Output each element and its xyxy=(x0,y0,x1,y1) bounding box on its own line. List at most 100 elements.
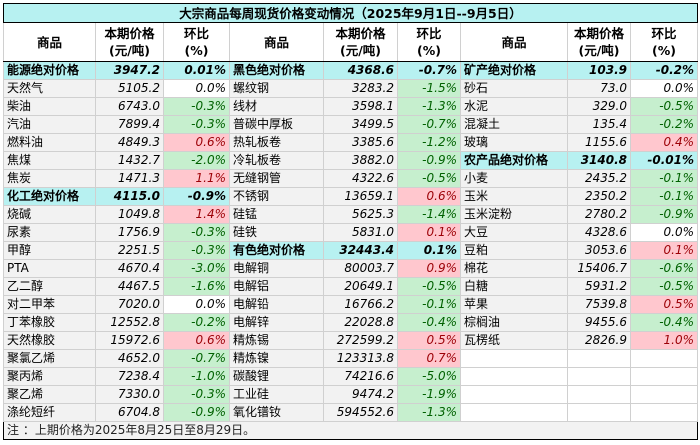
change-percent: -0.3% xyxy=(163,241,230,260)
change-percent: -0.5% xyxy=(397,277,461,296)
current-price: 15972.6 xyxy=(95,331,164,350)
current-price: 73.0 xyxy=(567,79,631,98)
change-percent: -0.3% xyxy=(163,97,230,116)
table-row: 对二甲苯 7020.0 0.0% 电解铅 16766.2 -0.1% 苹果 7539.8 0.5… xyxy=(3,295,699,314)
change-percent: -1.0% xyxy=(163,367,230,386)
change-percent: -0.2% xyxy=(629,115,699,134)
current-price: 7238.4 xyxy=(95,367,164,386)
change-percent: -1.5% xyxy=(397,79,461,98)
table-row: 聚乙烯 7330.0 -0.3% 工业硅 9474.2 -1.9% xyxy=(3,385,699,404)
empty-cell xyxy=(629,367,699,386)
commodity-name: 焦炭 xyxy=(3,169,96,188)
empty-cell xyxy=(629,349,699,368)
change-percent: -0.5% xyxy=(629,277,699,296)
current-price: 272599.2 xyxy=(323,331,398,350)
commodity-name: 电解锌 xyxy=(229,313,324,332)
commodity-name: 电解铝 xyxy=(229,277,324,296)
commodity-name: 聚丙烯 xyxy=(3,367,96,386)
change-percent: -1.6% xyxy=(163,277,230,296)
change-percent: 0.1% xyxy=(397,241,461,260)
table-row: 丁苯橡胶 12552.8 -0.2% 电解锌 22028.8 -0.4% 棕榈油 9455.6… xyxy=(3,313,699,332)
header-price-line1: 本期价格 xyxy=(104,26,155,41)
header-change-line1: 环比 xyxy=(416,26,442,41)
change-percent: -0.1% xyxy=(397,295,461,314)
change-percent: -0.4% xyxy=(629,313,699,332)
commodity-name: 豆粕 xyxy=(460,241,568,260)
commodity-name: 硅锰 xyxy=(229,205,324,224)
header-price-line2: (元/吨) xyxy=(340,43,381,58)
commodity-name: 小麦 xyxy=(460,169,568,188)
current-price: 5625.3 xyxy=(323,205,398,224)
current-price: 135.4 xyxy=(567,115,631,134)
table-row: 甲醇 2251.5 -0.3% 有色绝对价格 32443.4 0.1% 豆粕 3053.6 0.… xyxy=(3,241,699,260)
table-row: 涤纶短纤 6704.8 -0.9% 氧化镨钕 594552.6 -1.3% xyxy=(3,403,699,422)
commodity-name: 棉花 xyxy=(460,259,568,278)
commodity-name: 精炼锡 xyxy=(229,331,324,350)
change-percent: -1.3% xyxy=(397,97,461,116)
change-percent: -0.3% xyxy=(163,223,230,242)
current-price: 329.0 xyxy=(567,97,631,116)
change-percent: -0.2% xyxy=(629,61,699,80)
commodity-name: 大豆 xyxy=(460,223,568,242)
change-percent: -0.6% xyxy=(629,259,699,278)
change-percent: -0.1% xyxy=(629,169,699,188)
commodity-name: 不锈钢 xyxy=(229,187,324,206)
change-percent: 0.9% xyxy=(397,259,461,278)
change-percent: 0.6% xyxy=(397,187,461,206)
change-percent: 0.6% xyxy=(163,133,230,152)
commodity-name: 对二甲苯 xyxy=(3,295,96,314)
commodity-name: 玉米淀粉 xyxy=(460,205,568,224)
empty-cell xyxy=(460,349,568,368)
current-price: 5831.0 xyxy=(323,223,398,242)
current-price: 1155.6 xyxy=(567,133,631,152)
change-percent: -1.4% xyxy=(397,205,461,224)
header-change-line1: 环比 xyxy=(651,26,677,41)
commodity-name: 聚氯乙烯 xyxy=(3,349,96,368)
change-percent: 0.0% xyxy=(629,79,699,98)
header-price: 本期价格 (元/吨) xyxy=(567,22,631,62)
commodity-name: 瓦楞纸 xyxy=(460,331,568,350)
commodity-name: 普碳中厚板 xyxy=(229,115,324,134)
header-price-line1: 本期价格 xyxy=(573,26,624,41)
header-change-line2: (%) xyxy=(652,43,676,58)
current-price: 4652.0 xyxy=(95,349,164,368)
change-percent: 0.0% xyxy=(163,295,230,314)
commodity-name: 碳酸锂 xyxy=(229,367,324,386)
commodity-name: 尿素 xyxy=(3,223,96,242)
change-percent: -0.7% xyxy=(397,61,461,80)
current-price: 3947.2 xyxy=(95,61,164,80)
current-price: 103.9 xyxy=(567,61,631,80)
commodity-name: 黑色绝对价格 xyxy=(229,61,324,80)
current-price: 2350.2 xyxy=(567,187,631,206)
table-row: 聚氯乙烯 4652.0 -0.7% 精炼镍 123313.8 0.7% xyxy=(3,349,699,368)
current-price: 4322.6 xyxy=(323,169,398,188)
header-change-line2: (%) xyxy=(184,43,209,58)
commodity-name: 玉米 xyxy=(460,187,568,206)
current-price: 2780.2 xyxy=(567,205,631,224)
commodity-name: 氧化镨钕 xyxy=(229,403,324,422)
commodity-name: 农产品绝对价格 xyxy=(460,151,568,170)
current-price: 3499.5 xyxy=(323,115,398,134)
current-price: 3385.6 xyxy=(323,133,398,152)
current-price: 123313.8 xyxy=(323,349,398,368)
table-row: 烧碱 1049.8 1.4% 硅锰 5625.3 -1.4% 玉米淀粉 2780.2 -0.9% xyxy=(3,205,699,224)
header-commodity: 商品 xyxy=(460,22,568,62)
commodity-name: 冷轧板卷 xyxy=(229,151,324,170)
commodity-name: 柴油 xyxy=(3,97,96,116)
commodity-name: 白糖 xyxy=(460,277,568,296)
current-price: 4467.5 xyxy=(95,277,164,296)
commodity-name: 天然橡胶 xyxy=(3,331,96,350)
current-price: 80003.7 xyxy=(323,259,398,278)
current-price: 3283.2 xyxy=(323,79,398,98)
change-percent: -0.4% xyxy=(397,313,461,332)
commodity-name: 能源绝对价格 xyxy=(3,61,96,80)
current-price: 2251.5 xyxy=(95,241,164,260)
change-percent: -0.2% xyxy=(163,313,230,332)
current-price: 13659.1 xyxy=(323,187,398,206)
empty-cell xyxy=(460,403,568,422)
change-percent: 1.4% xyxy=(163,205,230,224)
commodity-name: 工业硅 xyxy=(229,385,324,404)
change-percent: 0.7% xyxy=(397,349,461,368)
change-percent: -3.0% xyxy=(163,259,230,278)
change-percent: -0.3% xyxy=(163,385,230,404)
